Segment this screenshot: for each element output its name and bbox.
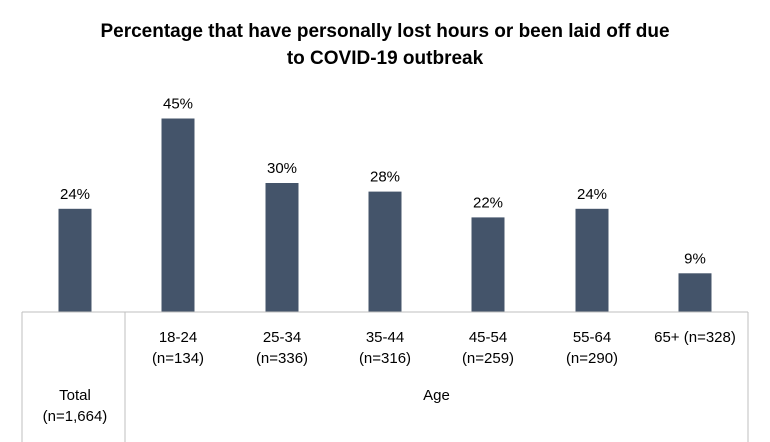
data-label-1: 45% <box>163 96 193 113</box>
tick-label-1-1: (n=134) <box>152 350 204 367</box>
category-axis <box>21 311 749 442</box>
bar-6 <box>678 273 712 312</box>
tick-label-1-0: 18-24 <box>159 329 197 346</box>
tick-label-5-1: (n=290) <box>566 350 618 367</box>
bar-5 <box>575 208 609 312</box>
data-label-4: 22% <box>473 194 503 211</box>
chart-title-line-1: Percentage that have personally lost hou… <box>100 21 670 42</box>
tick-label-0-0: Total <box>59 387 91 404</box>
tick-label-2-1: (n=336) <box>256 350 308 367</box>
tick-label-3-0: 35-44 <box>366 329 404 346</box>
tick-label-5-0: 55-64 <box>573 329 611 346</box>
tick-label-3-1: (n=316) <box>359 350 411 367</box>
data-label-3: 28% <box>370 169 400 186</box>
bar-3 <box>368 191 402 312</box>
bars-layer <box>58 118 712 312</box>
chart-title-line-2: to COVID-19 outbreak <box>286 48 484 69</box>
bar-4 <box>471 217 505 312</box>
data-label-5: 24% <box>577 186 607 203</box>
tick-label-4-1: (n=259) <box>462 350 514 367</box>
tick-label-6-0: 65+ (n=328) <box>654 329 736 346</box>
group-label-age: Age <box>423 387 450 404</box>
chart-title: Percentage that have personally lost hou… <box>60 18 710 72</box>
data-label-2: 30% <box>267 160 297 177</box>
bar-1 <box>161 118 195 312</box>
tick-label-4-0: 45-54 <box>469 329 507 346</box>
tick-label-0-1: (n=1,664) <box>43 408 108 425</box>
tick-label-2-0: 25-34 <box>263 329 301 346</box>
bar-0 <box>58 208 92 312</box>
data-label-6: 9% <box>684 250 706 267</box>
labels-layer: 24% 45% 30% 28% 22% 24% 9% Total (n=1,664) 18-24 (… <box>43 96 736 426</box>
data-label-0: 24% <box>60 186 90 203</box>
bar-2 <box>265 183 299 312</box>
